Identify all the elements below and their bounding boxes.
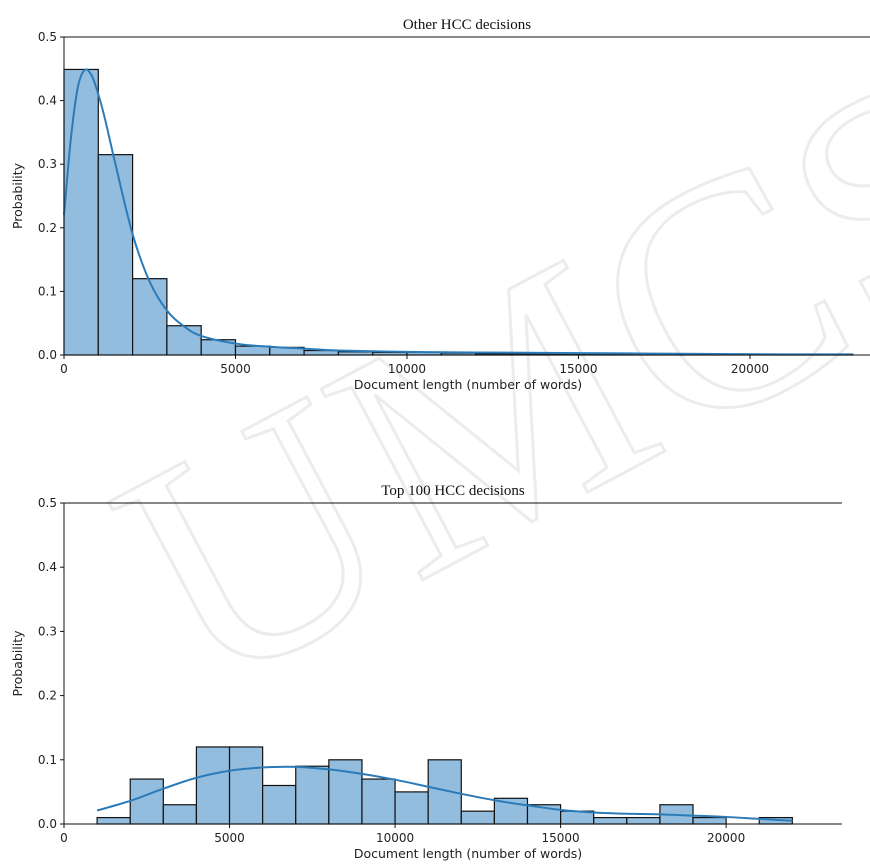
x-axis-label: Document length (number of words) (354, 846, 582, 861)
y-tick-label: 0.4 (38, 560, 57, 574)
x-tick-label: 20000 (707, 831, 745, 845)
x-tick-label: 10000 (388, 362, 426, 376)
chart-title: Other HCC decisions (403, 17, 531, 33)
chart-other-hcc-decisions: Other HCC decisions 0 5000 10000 15000 20000 0… (10, 17, 870, 392)
histogram-bar (692, 816, 727, 825)
x-tick-label: 20000 (731, 362, 769, 376)
histogram-bar (234, 345, 271, 356)
x-tick-label: 15000 (559, 362, 597, 376)
y-axis-label: Probability (10, 162, 25, 229)
histogram-bar (195, 746, 231, 825)
histogram-bar (131, 278, 168, 356)
histogram-bar (593, 816, 628, 825)
histogram-bar (166, 325, 202, 356)
histogram-bar (295, 765, 330, 825)
y-tick-label: 0.0 (38, 817, 57, 831)
x-tick-label: 0 (60, 831, 68, 845)
kde-curve (63, 68, 853, 356)
histogram-bar (129, 778, 164, 825)
y-tick-label: 0.3 (38, 624, 57, 638)
x-tick-label: 0 (60, 362, 68, 376)
kde-curve (96, 765, 793, 822)
y-tick-label: 0.2 (38, 689, 57, 703)
chart-title: Top 100 HCC decisions (381, 483, 525, 499)
x-tick-label: 5000 (220, 362, 251, 376)
x-axis-label: Document length (number of words) (354, 377, 582, 392)
histogram-bar (460, 810, 495, 825)
histogram-bar (228, 746, 264, 825)
histogram-bar (394, 791, 429, 825)
histogram-bar (97, 154, 134, 356)
histogram-bar (361, 778, 396, 825)
y-tick-label: 0.5 (38, 30, 57, 44)
x-tick-label: 15000 (542, 831, 580, 845)
y-tick-label: 0.4 (38, 94, 57, 108)
y-tick-label: 0.2 (38, 221, 57, 235)
histogram-bar (63, 68, 99, 356)
y-axis-label: Probability (10, 630, 25, 697)
y-tick-label: 0.0 (38, 348, 57, 362)
histogram-bar (162, 804, 198, 825)
x-tick-label: 10000 (376, 831, 414, 845)
y-tick-label: 0.5 (38, 496, 57, 510)
x-tick-label: 5000 (214, 831, 245, 845)
y-tick-label: 0.1 (38, 284, 57, 298)
histogram-bar (262, 784, 297, 825)
histogram-bar (626, 816, 661, 825)
histogram-bar (96, 816, 131, 825)
y-tick-label: 0.3 (38, 157, 57, 171)
chart-top-100-hcc-decisions: Top 100 HCC decisions 0 5000 10000 15000 2000… (10, 483, 842, 861)
y-tick-label: 0.1 (38, 753, 57, 767)
